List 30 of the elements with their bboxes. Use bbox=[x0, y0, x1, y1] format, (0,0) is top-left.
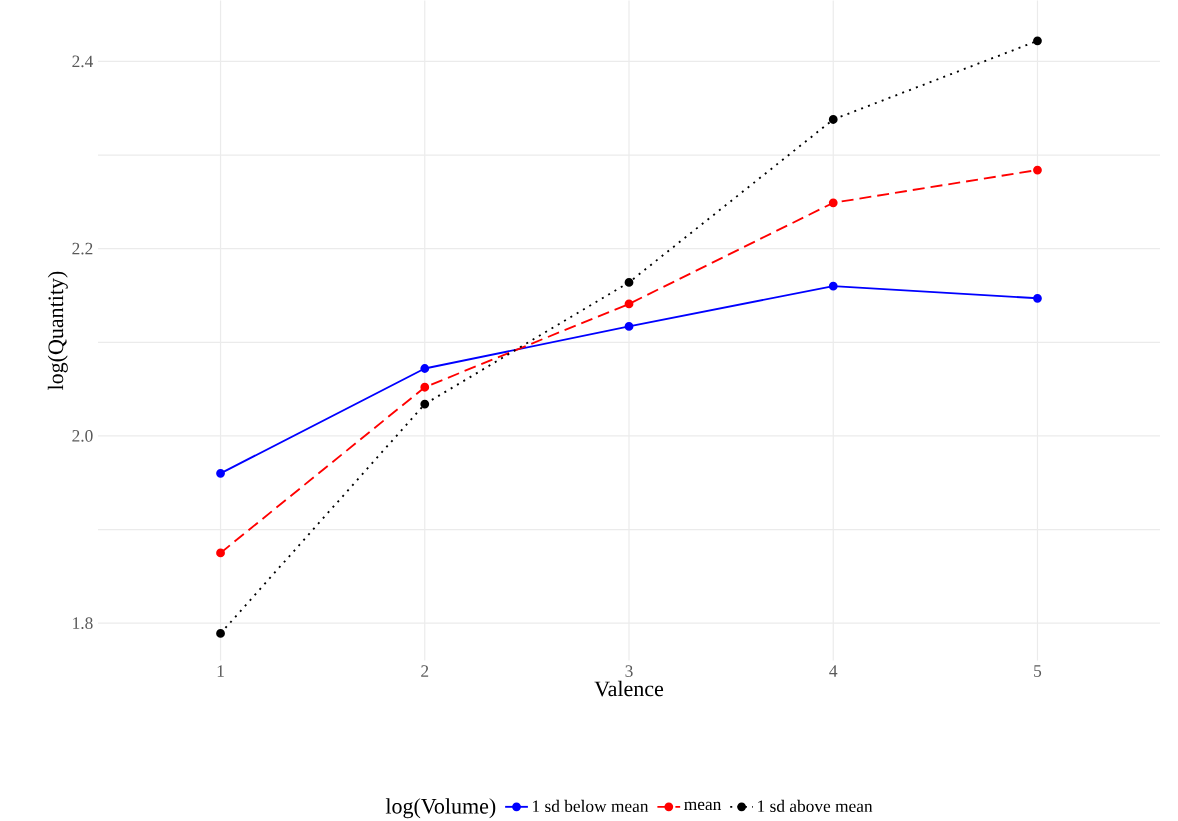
point bbox=[420, 364, 430, 374]
point bbox=[1033, 293, 1042, 303]
y-tick-label: 2.2 bbox=[72, 242, 93, 255]
x-tick-label: 2 bbox=[421, 665, 429, 677]
point bbox=[828, 281, 838, 291]
point bbox=[624, 299, 634, 309]
point bbox=[1033, 36, 1042, 46]
point bbox=[624, 322, 634, 331]
point bbox=[828, 198, 838, 208]
point bbox=[828, 115, 838, 124]
y-tick-label: 2.4 bbox=[72, 55, 94, 68]
point bbox=[216, 629, 225, 638]
point bbox=[420, 382, 430, 392]
point bbox=[420, 399, 430, 409]
x-tick-label: 3 bbox=[625, 665, 633, 678]
legend-label: 1 sd below mean bbox=[533, 799, 649, 813]
x-axis-title: Valence bbox=[594, 680, 664, 697]
x-tick-label: 4 bbox=[829, 665, 838, 677]
y-tick-label: 1.8 bbox=[73, 617, 93, 630]
x-tick-label: 5 bbox=[1034, 665, 1042, 677]
legend-title: log(Volume) bbox=[385, 798, 496, 819]
legend-label: mean bbox=[684, 801, 722, 811]
point bbox=[1033, 165, 1042, 175]
point bbox=[216, 548, 225, 558]
x-tick-label: 1 bbox=[217, 665, 224, 677]
point bbox=[216, 469, 225, 478]
point bbox=[624, 278, 634, 287]
y-tick-label: 2.0 bbox=[72, 430, 93, 442]
legend-label: 1 sd above mean bbox=[758, 799, 873, 813]
y-axis-title: log(Quantity) bbox=[47, 271, 68, 391]
